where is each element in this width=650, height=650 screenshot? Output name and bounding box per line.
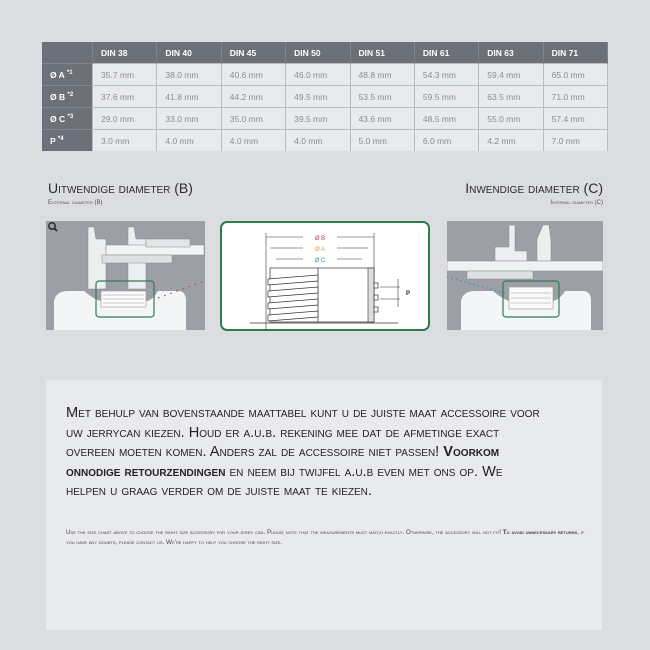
table-cell: 54.3 mm [414, 63, 480, 86]
table-cell: 4.0 mm [221, 129, 287, 151]
table-cell: 48.5 mm [414, 107, 480, 130]
external-diameter-subtitle: External diameter (B) [48, 200, 103, 206]
table-cell: 5.0 mm [350, 129, 415, 151]
table-cell: 35.0 mm [221, 107, 287, 130]
table-cell: 7.0 mm [543, 129, 609, 151]
table-row: Ø B *2 37.6 mm 41.8 mm 44.2 mm 49.5 mm 53.5 m… [42, 85, 609, 108]
row-label: Ø C [50, 113, 66, 124]
table-cell: 3.0 mm [92, 129, 158, 151]
row-label: Ø A [50, 69, 65, 80]
column-header: DIN 63 [478, 42, 544, 64]
table-cell: 49.5 mm [285, 85, 351, 108]
external-caliper-image [46, 221, 205, 330]
column-header [42, 42, 93, 64]
column-header: DIN 40 [156, 42, 222, 64]
column-header: DIN 71 [543, 42, 609, 64]
english-text-end: , if you have any doubts, please contact… [66, 529, 585, 546]
thread-diagram: Ø B Ø A Ø C P [220, 221, 430, 331]
size-table: DIN 38 DIN 40 DIN 45 DIN 50 DIN 51 DIN 61 DIN … [42, 42, 609, 151]
row-header: Ø B *2 [42, 85, 93, 108]
row-header: Ø C *3 [42, 107, 93, 130]
table-cell: 44.2 mm [221, 85, 287, 108]
table-cell: 59.5 mm [414, 85, 480, 108]
table-cell: 37.6 mm [92, 85, 158, 108]
table-cell: 57.4 mm [543, 107, 609, 130]
row-label: Ø B [50, 91, 66, 102]
column-header: DIN 38 [92, 42, 158, 64]
table-cell: 4.0 mm [285, 129, 351, 151]
table-row: Ø A *1 35.7 mm 38.0 mm 40.6 mm 46.0 mm 48.8 m… [42, 63, 609, 86]
row-header: Ø A *1 [42, 63, 93, 86]
table-cell: 48.8 mm [350, 63, 415, 86]
row-label: P [50, 135, 56, 146]
external-diameter-title: Uitwendige diameter (B) [48, 180, 193, 196]
table-cell: 71.0 mm [543, 85, 609, 108]
table-cell: 35.7 mm [92, 63, 158, 86]
table-cell: 33.0 mm [156, 107, 222, 130]
table-cell: 43.6 mm [350, 107, 415, 130]
diameter-a-label: Ø A [315, 247, 325, 253]
table-cell: 65.0 mm [543, 63, 609, 86]
dutch-instructions: Met behulp van bovenstaande maattabel ku… [66, 404, 546, 502]
row-header: P *4 [42, 129, 93, 151]
english-instructions: Use the size chart above to choose the r… [66, 528, 591, 548]
row-footnote: *2 [67, 91, 74, 98]
table-cell: 39.5 mm [285, 107, 351, 130]
table-cell: 41.8 mm [156, 85, 222, 108]
table-cell: 55.0 mm [478, 107, 544, 130]
dutch-text: Met behulp van bovenstaande maattabel ku… [66, 405, 540, 460]
table-cell: 38.0 mm [156, 63, 222, 86]
row-footnote: *4 [57, 135, 64, 142]
table-cell: 4.2 mm [478, 129, 544, 151]
dutch-text-end: en neem bij twijfel a.u.b even met ons o… [66, 463, 503, 500]
info-panel: Met behulp van bovenstaande maattabel ku… [46, 380, 602, 630]
row-footnote: *3 [67, 113, 74, 120]
english-text: Use the size chart above to choose the r… [66, 529, 503, 536]
diameter-c-label: Ø C [315, 258, 326, 264]
column-header: DIN 51 [350, 42, 415, 64]
row-footnote: *1 [66, 69, 73, 76]
table-header-row: DIN 38 DIN 40 DIN 45 DIN 50 DIN 51 DIN 61 DIN … [42, 42, 609, 64]
column-header: DIN 50 [285, 42, 351, 64]
internal-diameter-subtitle: Internal diameter (C) [550, 200, 603, 206]
internal-caliper-image [447, 221, 603, 330]
zoom-icon[interactable] [48, 222, 58, 232]
column-header: DIN 45 [221, 42, 287, 64]
table-cell: 53.5 mm [350, 85, 415, 108]
table-row: Ø C *3 29.0 mm 33.0 mm 35.0 mm 39.5 mm 43.6 m… [42, 107, 609, 130]
table-cell: 40.6 mm [221, 63, 287, 86]
table-cell: 4.0 mm [156, 129, 222, 151]
dutch-emphasis: Voorkom onnodige retourzendingen [66, 444, 500, 480]
pitch-p-label: P [406, 291, 410, 297]
diameter-b-label: Ø B [315, 236, 325, 242]
table-row: P *4 3.0 mm 4.0 mm 4.0 mm 4.0 mm 5.0 mm 6.0 mm… [42, 129, 609, 151]
internal-diameter-title: Inwendige diameter (C) [465, 180, 603, 196]
table-cell: 6.0 mm [414, 129, 480, 151]
table-cell: 63.5 mm [478, 85, 544, 108]
table-cell: 46.0 mm [285, 63, 351, 86]
table-cell: 59.4 mm [478, 63, 544, 86]
column-header: DIN 61 [414, 42, 480, 64]
english-emphasis: To avoid unnecessary returns [502, 529, 578, 536]
table-cell: 29.0 mm [92, 107, 158, 130]
